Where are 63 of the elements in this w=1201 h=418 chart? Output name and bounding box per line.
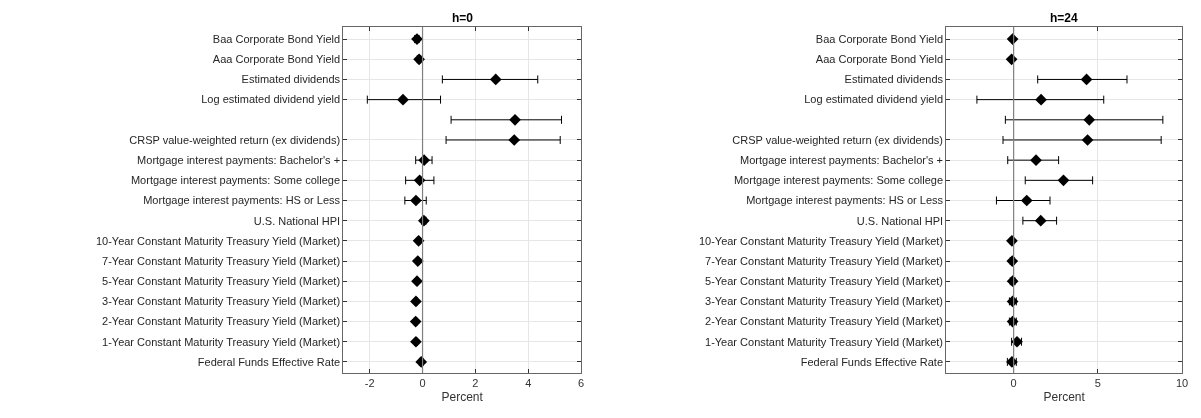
point <box>412 235 425 247</box>
y-tick-label: Log estimated dividend yield <box>804 93 944 106</box>
y-tick-label: 10-Year Constant Maturity Treasury Yield (Market) <box>95 234 341 247</box>
y-tick-label: Estimated dividends <box>844 73 944 86</box>
x-tick-label: 2 <box>472 377 479 390</box>
chart-title: h=24 <box>1050 11 1079 25</box>
y-tick-label: Mortgage interest payments: Some college <box>733 174 944 187</box>
y-tick-label: Aaa Corporate Bond Yield <box>815 53 944 66</box>
point <box>409 315 422 328</box>
y-tick-label: 5-Year Constant Maturity Treasury Yield (Market) <box>102 275 341 288</box>
x-tick-label: 5 <box>1094 377 1101 390</box>
y-tick-label: 2-Year Constant Maturity Treasury Yield (Market) <box>102 315 341 328</box>
x-tick-label: 0 <box>1010 377 1017 390</box>
y-tick-label: Federal Funds Effective Rate <box>800 355 944 368</box>
x-tick-label: 4 <box>525 377 532 390</box>
y-tick-label: Mortgage interest payments: Bachelor's + <box>137 154 341 166</box>
point <box>509 113 521 126</box>
x-tick-label: 6 <box>578 377 585 390</box>
x-tick-label: 10 <box>1175 377 1189 390</box>
y-tick-label: Federal Funds Effective Rate <box>197 355 341 368</box>
point <box>411 275 423 288</box>
point <box>508 134 521 146</box>
point <box>410 194 422 207</box>
point <box>410 295 422 308</box>
y-tick-label: 7-Year Constant Maturity Treasury Yield (Market) <box>705 254 944 267</box>
point <box>489 73 502 86</box>
x-axis-title: Percent <box>441 390 484 405</box>
y-tick-label: Baa Corporate Bond Yield <box>212 32 341 45</box>
y-tick-label: Mortgage interest payments: HS or Less <box>746 194 944 207</box>
y-tick-label: Log estimated dividend yield <box>201 93 341 106</box>
y-tick-label: 1-Year Constant Maturity Treasury Yield (Market) <box>102 335 341 348</box>
x-axis-title: Percent <box>1043 390 1086 405</box>
y-tick-label: 3-Year Constant Maturity Treasury Yield (Market) <box>705 295 944 308</box>
chart-title: h=0 <box>452 11 474 25</box>
y-tick-label: U.S. National HPI <box>253 214 341 227</box>
y-tick-label: Mortgage interest payments: Some college <box>130 174 341 187</box>
y-tick-label: Mortgage interest payments: Bachelor's + <box>740 154 944 166</box>
y-tick-label: 2-Year Constant Maturity Treasury Yield (Market) <box>705 315 944 328</box>
point <box>397 93 409 106</box>
point <box>1081 134 1094 146</box>
point <box>1083 113 1096 126</box>
point <box>1057 174 1070 187</box>
point <box>1030 154 1042 166</box>
y-tick-label: 3-Year Constant Maturity Treasury Yield (Market) <box>102 295 341 308</box>
y-tick-label: 1-Year Constant Maturity Treasury Yield (Market) <box>705 335 944 348</box>
y-tick-label: Estimated dividends <box>241 73 341 86</box>
point <box>1020 194 1033 207</box>
point <box>1035 93 1047 106</box>
y-tick-label: 10-Year Constant Maturity Treasury Yield (Market) <box>698 234 944 247</box>
y-tick-label: 7-Year Constant Maturity Treasury Yield (Market) <box>102 254 341 267</box>
y-tick-label: Baa Corporate Bond Yield <box>815 32 944 45</box>
x-tick-label: -2 <box>364 377 375 390</box>
y-tick-label: Aaa Corporate Bond Yield <box>212 53 341 66</box>
y-tick-label: 5-Year Constant Maturity Treasury Yield (Market) <box>705 275 944 288</box>
point <box>411 255 424 267</box>
y-tick-label: CRSP value-weighted return (ex dividends) <box>129 133 341 146</box>
y-tick-label: CRSP value-weighted return (ex dividends) <box>732 133 944 146</box>
x-tick-label: 0 <box>419 377 426 390</box>
y-tick-label: U.S. National HPI <box>856 214 944 227</box>
point <box>410 335 422 348</box>
point <box>1034 214 1047 227</box>
y-tick-label: Mortgage interest payments: HS or Less <box>143 194 341 207</box>
point <box>1080 73 1093 86</box>
